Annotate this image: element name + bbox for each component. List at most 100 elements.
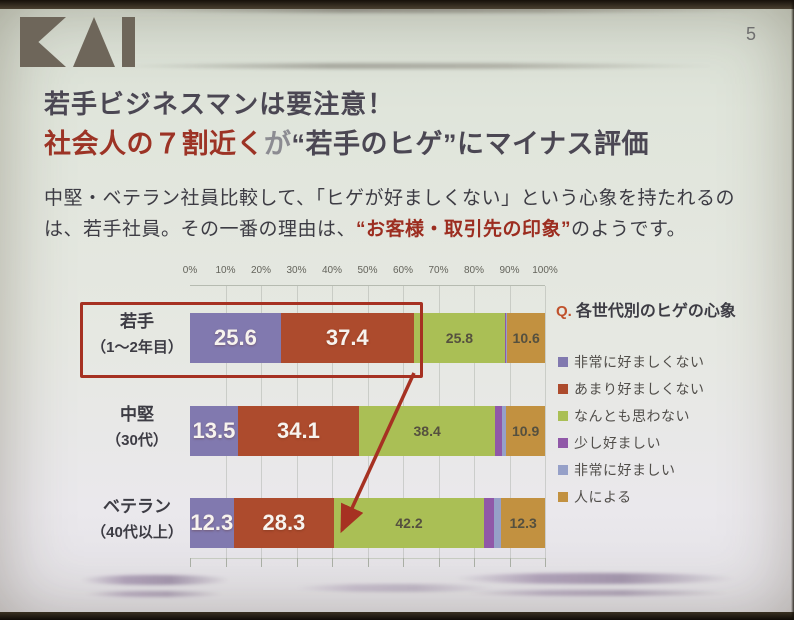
bar-segment: 25.8	[413, 313, 506, 363]
bar-segment	[493, 498, 502, 548]
photo-edge-right	[791, 0, 794, 620]
title-line-2: 社会人の７割近くが“若手のヒゲ”にマイナス評価	[44, 124, 649, 164]
body-line-2: は、若手社員。その一番の理由は、“お客様・取引先の印象”のようです。	[44, 214, 735, 245]
bar-segment: 12.3	[190, 498, 234, 548]
legend-swatch-icon	[558, 491, 568, 502]
segment-value: 34.1	[277, 418, 320, 443]
category-main-label: ベテラン	[103, 497, 171, 516]
legend-swatch-icon	[558, 464, 568, 475]
x-axis-tickmark	[332, 558, 333, 567]
category-sub-label: （30代）	[106, 432, 168, 449]
bottom-decor-swoosh-4	[455, 573, 735, 584]
legend-swatch-icon	[558, 356, 568, 367]
x-axis-tickmark	[509, 558, 511, 567]
bar-segment: 34.1	[237, 406, 359, 456]
legend-question-title: Q. 各世代別のヒゲの心象	[556, 297, 736, 321]
photo-edge-bottom	[0, 612, 794, 620]
bar-row: 13.5 34.1 38.4 10.9	[190, 406, 545, 456]
x-tick-label: 80%	[463, 265, 485, 276]
x-tick-label: 100%	[532, 265, 558, 276]
x-axis-tickmark	[367, 558, 369, 567]
x-axis-tickmark	[190, 558, 191, 567]
legend-swatch-icon	[558, 437, 568, 448]
kai-logo	[20, 17, 135, 67]
segment-value: 28.3	[262, 510, 306, 535]
segment-value: 10.9	[511, 423, 540, 439]
bar-segment: 42.2	[334, 498, 484, 548]
x-tick-label: 90%	[499, 265, 520, 276]
x-tick-label: 50%	[357, 265, 378, 276]
body-red-text: “お客様・取引先の印象”	[356, 219, 572, 240]
x-tick-label: 20%	[250, 265, 272, 276]
x-axis-tickmark	[296, 558, 298, 567]
top-decor-swoosh-1	[112, 6, 772, 13]
chart-legend: 非常に好ましくない あまり好ましくない なんとも思わない 少し好ましい非常に好ましい人…	[558, 348, 705, 510]
segment-value: 12.3	[509, 515, 537, 531]
page-number: 5	[745, 24, 756, 44]
bar-segment: 37.4	[280, 313, 414, 363]
legend-label: あまり好ましくない	[574, 380, 705, 397]
segment-value: 12.3	[190, 510, 234, 535]
bar-segment: 38.4	[358, 406, 496, 456]
segment-value: 38.4	[413, 423, 441, 439]
gridline	[545, 286, 546, 558]
title-red-text: 社会人の７割近く	[44, 129, 264, 159]
segment-value: 25.8	[445, 330, 474, 346]
x-tick-label: 10%	[215, 265, 236, 276]
legend-item: 人による	[558, 483, 705, 510]
segment-value: 37.4	[325, 325, 369, 350]
legend-item: 非常に好ましい	[558, 456, 705, 483]
body-paragraph: 中堅・ベテラン社員比較して、「ヒゲが好ましくない」という心象を持たれるの は、若…	[44, 183, 735, 245]
body-line-2-post: のようです。	[571, 219, 687, 240]
bar-segment: 10.6	[507, 313, 545, 363]
question-prefix: Q.	[556, 303, 572, 320]
bar-row: 12.3 28.3 42.2 12.3	[190, 498, 545, 548]
highlight-box	[80, 302, 423, 378]
slide-title: 若手ビジネスマンは要注意！ 社会人の７割近くが“若手のヒゲ”にマイナス評価	[44, 84, 649, 164]
bar-segment: 25.6	[190, 313, 281, 363]
title-gray-text: が	[264, 129, 292, 159]
category-label: 若手 （1〜2年目）	[72, 309, 202, 361]
category-main-label: 中堅	[120, 405, 154, 424]
legend-item: 少し好ましい	[558, 429, 705, 456]
bar-segment	[505, 313, 507, 363]
top-decor-swoosh-2	[118, 63, 718, 69]
x-tick-label: 30%	[286, 265, 307, 276]
category-sub-label: （40代以上）	[91, 524, 183, 541]
x-tick-label: 40%	[321, 265, 343, 276]
bar-segment: 12.3	[501, 498, 545, 548]
x-axis-tickmark	[474, 558, 475, 567]
legend-label: 少し好ましい	[574, 434, 661, 451]
category-sub-label: （1〜2年目）	[91, 339, 183, 356]
legend-label: 非常に好ましくない	[574, 353, 705, 370]
bottom-decor-swoosh-3	[295, 584, 495, 592]
question-text: 各世代別のヒゲの心象	[575, 303, 736, 320]
x-tick-label: 60%	[392, 265, 414, 276]
bottom-decor-swoosh-2	[84, 591, 224, 597]
segment-value: 42.2	[395, 515, 423, 531]
category-main-label: 若手	[120, 312, 154, 331]
category-label: ベテラン （40代以上）	[72, 494, 202, 546]
x-tick-label: 70%	[428, 265, 449, 276]
x-axis-tickmark	[261, 558, 262, 567]
x-axis-tickmark	[225, 558, 227, 567]
body-line-1: 中堅・ベテラン社員比較して、「ヒゲが好ましくない」という心象を持たれるの	[44, 188, 735, 209]
bar-segment	[502, 406, 507, 456]
legend-swatch-icon	[558, 383, 568, 394]
bar-segment: 10.9	[506, 406, 545, 456]
bar-segment	[483, 498, 494, 548]
photo-edge-top	[0, 0, 794, 9]
segment-value: 25.6	[214, 325, 257, 350]
x-axis-tickmark	[545, 558, 546, 567]
bar-segment	[506, 313, 508, 363]
legend-swatch-icon	[558, 410, 568, 421]
bar-segment: 28.3	[233, 498, 335, 548]
legend-item: なんとも思わない	[558, 402, 705, 429]
kai-logo-letter-i-icon	[122, 17, 135, 67]
x-axis-tickmark	[403, 558, 404, 567]
body-line-2-pre: は、若手社員。その一番の理由は、	[44, 219, 357, 240]
legend-label: なんとも思わない	[574, 407, 690, 424]
bar-row: 25.6 37.4 25.8 10.6	[190, 313, 545, 363]
bottom-decor-swoosh-5	[465, 590, 730, 596]
